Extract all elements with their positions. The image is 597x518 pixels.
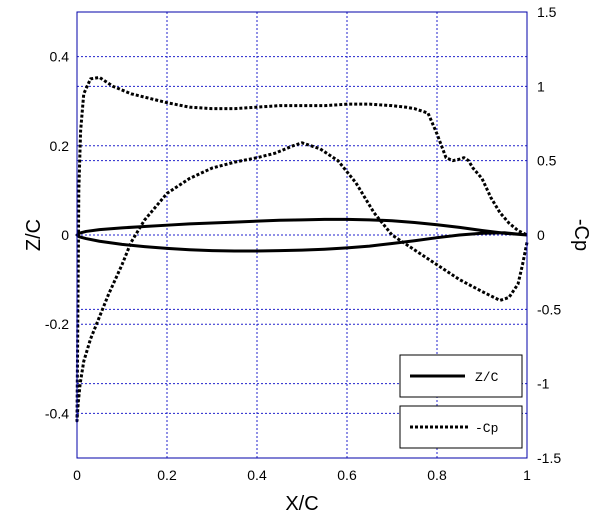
y-tick-label-right: 0 bbox=[537, 227, 545, 243]
plot-frame bbox=[76, 11, 528, 459]
y-tick-label-right: 1 bbox=[537, 78, 545, 94]
series-line-cp bbox=[75, 75, 529, 423]
y-tick-label-left: -0.2 bbox=[45, 316, 69, 332]
y-tick-label-left: -0.4 bbox=[45, 405, 69, 421]
x-tick-label: 1 bbox=[523, 467, 531, 483]
tick-labels: 0 0.2 0.4 0.6 0.8 1 -0.4 -0.2 0 0.2 0.4 -1.5 -1 -0.5 0… bbox=[45, 4, 561, 483]
legend: Z/C -Cp bbox=[399, 354, 523, 449]
grid bbox=[76, 11, 528, 459]
y-tick-label-right: 1.5 bbox=[537, 4, 557, 20]
y-tick-label-right: 0.5 bbox=[537, 153, 557, 169]
y-axis-title-left: Z/C bbox=[23, 219, 45, 251]
legend-label-cp: -Cp bbox=[475, 421, 498, 436]
x-tick-label: 0.8 bbox=[427, 467, 447, 483]
y-tick-label-left: 0.4 bbox=[50, 49, 70, 65]
y-tick-label-left: 0 bbox=[61, 227, 69, 243]
x-tick-label: 0.4 bbox=[247, 467, 267, 483]
y-tick-label-right: -0.5 bbox=[537, 301, 561, 317]
x-tick-label: 0.2 bbox=[157, 467, 177, 483]
y-tick-label-left: 0.2 bbox=[50, 138, 70, 154]
legend-label-zc: Z/C bbox=[475, 370, 499, 385]
y-axis-title-right: -Cp bbox=[570, 219, 592, 251]
x-tick-label: 0.6 bbox=[337, 467, 357, 483]
x-tick-label: 0 bbox=[73, 467, 81, 483]
y-tick-label-right: -1 bbox=[537, 376, 550, 392]
x-axis-title: X/C bbox=[285, 493, 318, 515]
y-tick-label-right: -1.5 bbox=[537, 450, 561, 466]
